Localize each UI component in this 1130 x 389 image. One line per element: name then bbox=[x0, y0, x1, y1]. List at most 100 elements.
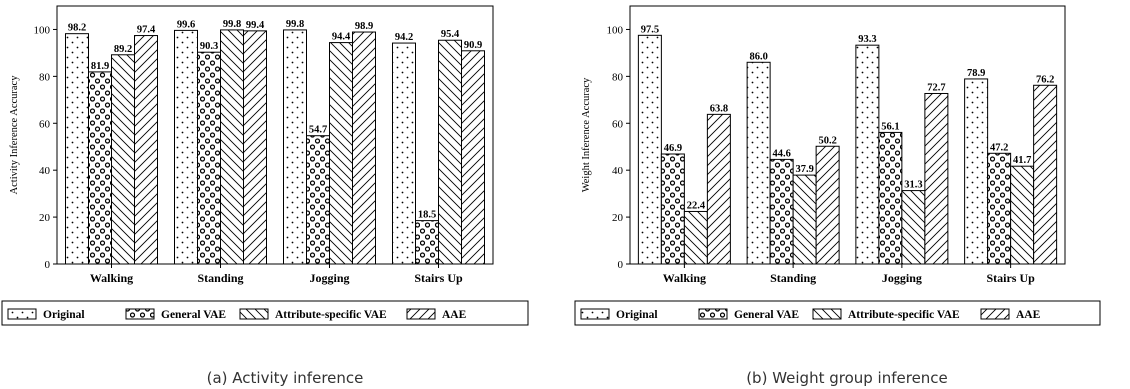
bar-aae-walking bbox=[134, 35, 158, 265]
data-label: 41.7 bbox=[1013, 155, 1031, 166]
bar-original-standing bbox=[746, 61, 771, 265]
data-label: 97.4 bbox=[137, 25, 156, 36]
legend-label-aae: AAE bbox=[442, 309, 467, 321]
data-label: 89.2 bbox=[114, 44, 132, 55]
bar-attribute-specific-vae-walking bbox=[683, 210, 708, 265]
plot-frame bbox=[629, 5, 1066, 265]
x-tick-label: Jogging bbox=[882, 271, 922, 285]
data-label: 90.9 bbox=[464, 40, 482, 51]
data-label: 97.5 bbox=[641, 24, 659, 35]
data-label: 47.2 bbox=[990, 142, 1008, 153]
bar-aae-standing bbox=[815, 145, 840, 265]
bar-general-vae-stairs-up bbox=[415, 220, 439, 265]
bar-original-stairs-up bbox=[392, 42, 416, 265]
y-tick-label: 20 bbox=[612, 212, 624, 224]
plot-frame bbox=[56, 5, 494, 265]
legend-swatch-attribute-specific-vae bbox=[812, 308, 842, 320]
bar-original-stairs-up bbox=[964, 78, 989, 265]
bar-original-standing bbox=[174, 29, 198, 265]
data-label: 56.1 bbox=[881, 121, 899, 132]
data-label: 90.3 bbox=[200, 41, 218, 52]
x-tick-label: Standing bbox=[197, 271, 243, 285]
y-axis-label: Weight Inference Accuracy bbox=[581, 77, 592, 192]
data-label: 18.5 bbox=[418, 210, 436, 221]
bar-aae-standing bbox=[243, 30, 267, 265]
data-label: 54.7 bbox=[309, 125, 327, 136]
legend-swatch-original bbox=[580, 308, 610, 320]
y-tick-label: 0 bbox=[618, 259, 624, 271]
legend-label-attribute-specific-vae: Attribute-specific VAE bbox=[848, 309, 960, 321]
bar-general-vae-jogging bbox=[306, 135, 330, 265]
caption-activity: (a) Activity inference bbox=[207, 369, 364, 387]
data-label: 46.9 bbox=[664, 143, 682, 154]
x-tick-label: Walking bbox=[663, 271, 706, 285]
data-label: 94.4 bbox=[332, 32, 351, 43]
y-tick-label: 0 bbox=[45, 259, 51, 271]
y-tick-label: 80 bbox=[612, 71, 624, 83]
data-label: 72.7 bbox=[927, 82, 945, 93]
data-label: 99.8 bbox=[286, 19, 304, 30]
y-tick-label: 40 bbox=[39, 165, 51, 177]
data-label: 95.4 bbox=[441, 29, 460, 40]
legend-swatch-general-vae bbox=[125, 308, 155, 320]
legend-swatch-attribute-specific-vae bbox=[239, 308, 269, 320]
data-label: 78.9 bbox=[967, 68, 985, 79]
bar-attribute-specific-vae-standing bbox=[220, 29, 244, 265]
data-label: 99.6 bbox=[177, 19, 195, 30]
x-tick-label: Standing bbox=[770, 271, 816, 285]
data-label: 93.3 bbox=[858, 34, 876, 45]
x-tick-label: Stairs Up bbox=[414, 271, 463, 285]
bar-aae-jogging bbox=[924, 92, 949, 265]
y-tick-label: 20 bbox=[39, 212, 51, 224]
legend-label-aae: AAE bbox=[1016, 309, 1041, 321]
bar-aae-stairs-up bbox=[1033, 84, 1058, 265]
data-label: 31.3 bbox=[904, 180, 922, 191]
bar-original-walking bbox=[637, 34, 662, 265]
legend-label-general-vae: General VAE bbox=[161, 309, 226, 321]
data-label: 99.8 bbox=[223, 19, 241, 30]
data-label: 44.6 bbox=[772, 148, 790, 159]
data-label: 98.9 bbox=[355, 21, 373, 32]
data-label: 81.9 bbox=[91, 61, 109, 72]
bar-aae-walking bbox=[706, 113, 731, 265]
y-tick-label: 100 bbox=[607, 24, 624, 36]
bar-attribute-specific-vae-stairs-up bbox=[438, 39, 462, 265]
bar-general-vae-stairs-up bbox=[987, 152, 1012, 265]
y-tick-label: 40 bbox=[612, 165, 624, 177]
data-label: 99.4 bbox=[246, 20, 265, 31]
bar-attribute-specific-vae-walking bbox=[111, 54, 135, 265]
bar-general-vae-jogging bbox=[878, 131, 903, 265]
caption-weight: (b) Weight group inference bbox=[746, 369, 948, 387]
y-axis-label: Activity Inference Accuracy bbox=[9, 75, 20, 195]
x-tick-label: Walking bbox=[90, 271, 133, 285]
x-tick-label: Stairs Up bbox=[986, 271, 1035, 285]
bar-aae-jogging bbox=[352, 31, 376, 265]
data-label: 94.2 bbox=[395, 32, 413, 43]
bar-general-vae-walking bbox=[88, 71, 112, 265]
legend-label-original: Original bbox=[43, 309, 85, 321]
data-label: 76.2 bbox=[1036, 74, 1054, 85]
bar-attribute-specific-vae-jogging bbox=[901, 190, 926, 265]
bar-general-vae-walking bbox=[660, 153, 685, 265]
x-tick-label: Jogging bbox=[309, 271, 349, 285]
bar-aae-stairs-up bbox=[461, 50, 485, 265]
bar-original-walking bbox=[65, 33, 89, 265]
data-label: 22.4 bbox=[687, 200, 706, 211]
legend-label-attribute-specific-vae: Attribute-specific VAE bbox=[275, 309, 387, 321]
legend-label-general-vae: General VAE bbox=[734, 309, 799, 321]
legend-swatch-original bbox=[7, 308, 37, 320]
bar-attribute-specific-vae-standing bbox=[792, 174, 817, 265]
bar-attribute-specific-vae-stairs-up bbox=[1010, 165, 1035, 265]
bar-original-jogging bbox=[283, 29, 307, 265]
bar-original-jogging bbox=[855, 44, 880, 265]
data-label: 63.8 bbox=[710, 103, 728, 114]
data-label: 50.2 bbox=[818, 135, 836, 146]
bar-general-vae-standing bbox=[769, 158, 794, 265]
chart-weight: 0 20 40 60 80 100 Weight Inference Accuracy 97.… bbox=[574, 5, 1101, 326]
data-label: 98.2 bbox=[68, 23, 86, 34]
bar-attribute-specific-vae-jogging bbox=[329, 42, 353, 265]
data-label: 86.0 bbox=[749, 51, 767, 62]
bar-general-vae-standing bbox=[197, 51, 221, 265]
y-tick-label: 100 bbox=[34, 24, 51, 36]
